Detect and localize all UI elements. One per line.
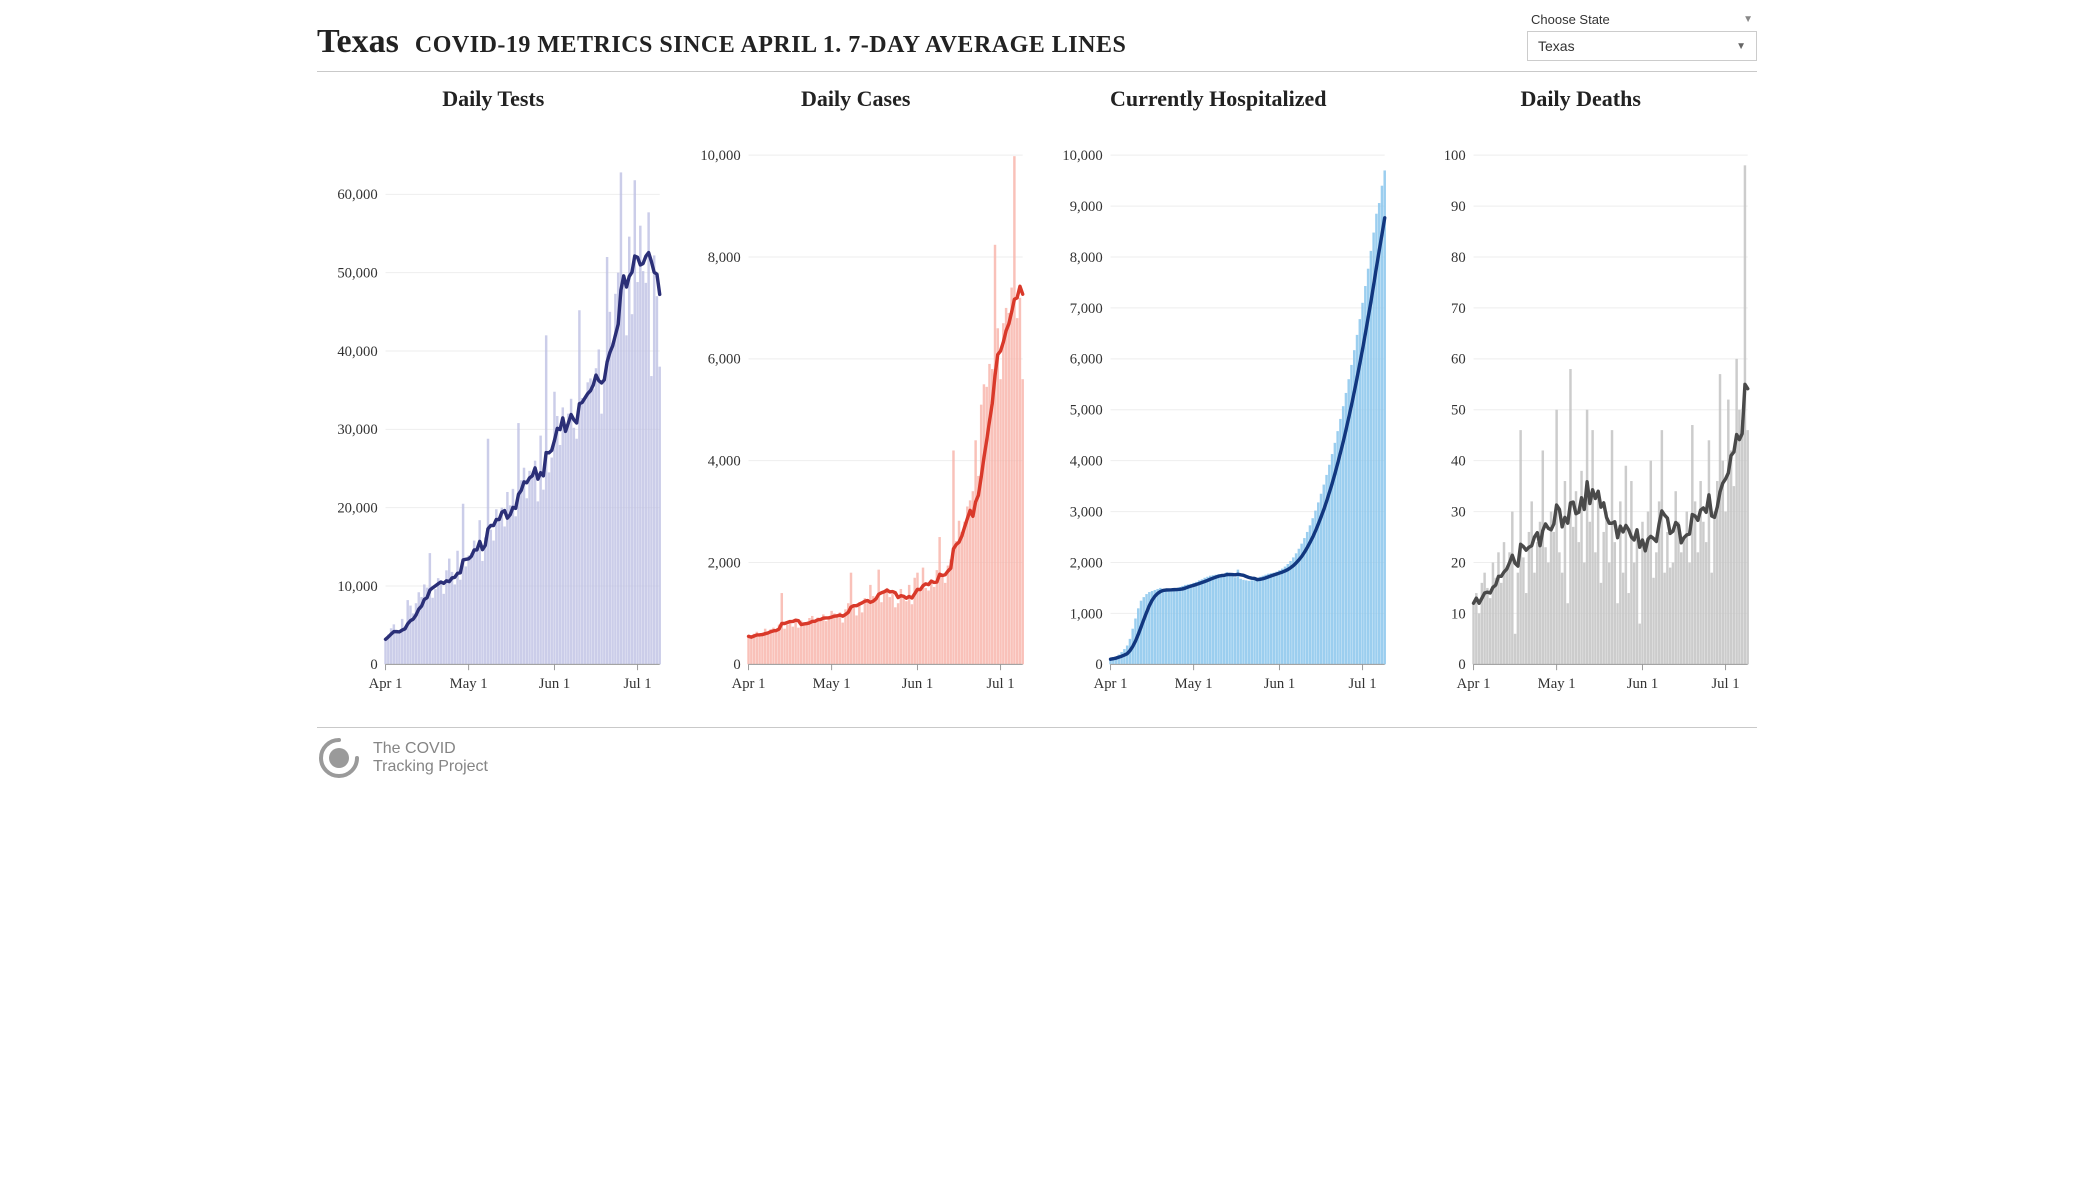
- chevron-down-icon: ▼: [1736, 41, 1746, 52]
- svg-text:8,000: 8,000: [1070, 250, 1103, 266]
- svg-text:7,000: 7,000: [1070, 301, 1103, 317]
- chevron-down-icon: ▼: [1743, 14, 1753, 25]
- svg-text:May 1: May 1: [450, 676, 488, 692]
- chart-title-deaths: Daily Deaths: [1405, 86, 1758, 112]
- state-selector-label-row: Choose State ▼: [1527, 10, 1757, 29]
- chart-svg-hospitalized: 0 1,000 2,000 3,000 4,000 5,000 6,000 7,000 8,00…: [1042, 116, 1395, 723]
- svg-text:20,000: 20,000: [337, 501, 377, 517]
- svg-text:Jun 1: Jun 1: [1264, 676, 1295, 692]
- svg-text:Jul 1: Jul 1: [986, 676, 1014, 692]
- svg-text:Apr 1: Apr 1: [369, 676, 403, 692]
- chart-svg-tests: 0 10,000 20,000 30,000 40,000 50,000 60,000 Apr…: [317, 116, 670, 723]
- chart-title-hospitalized: Currently Hospitalized: [1042, 86, 1395, 112]
- chart-svg-deaths: 0 10 20 30 40 50 60 70 80 90 100 Apr 1 May 1 Jun 1 Jul…: [1405, 116, 1758, 723]
- chart-title-tests: Daily Tests: [317, 86, 670, 112]
- svg-text:8,000: 8,000: [707, 250, 740, 266]
- svg-text:3,000: 3,000: [1070, 504, 1103, 520]
- charts-row: Daily Tests 0 10,000 20,000 30,000 40,000 50,0…: [317, 78, 1757, 723]
- state-selector-input[interactable]: Texas ▼: [1527, 31, 1757, 61]
- svg-text:4,000: 4,000: [1070, 454, 1103, 470]
- footer-line-1: The COVID: [373, 740, 488, 758]
- bottom-rule: [317, 727, 1757, 728]
- top-rule: [317, 71, 1757, 72]
- svg-text:30: 30: [1451, 504, 1466, 520]
- svg-text:Jun 1: Jun 1: [901, 676, 932, 692]
- footer: The COVID Tracking Project: [317, 736, 1757, 780]
- svg-text:6,000: 6,000: [707, 352, 740, 368]
- state-selector-value: Texas: [1538, 38, 1575, 54]
- chart-panel-hospitalized: Currently Hospitalized 0 1,000 2,000 3,000 4,…: [1042, 78, 1395, 723]
- svg-text:Apr 1: Apr 1: [1456, 676, 1490, 692]
- svg-text:Jul 1: Jul 1: [1348, 676, 1376, 692]
- footer-line-2: Tracking Project: [373, 758, 488, 776]
- svg-text:50,000: 50,000: [337, 266, 377, 282]
- svg-text:90: 90: [1451, 199, 1466, 215]
- state-selector-label: Choose State: [1531, 12, 1610, 27]
- svg-text:Apr 1: Apr 1: [731, 676, 765, 692]
- state-selector: Choose State ▼ Texas ▼: [1527, 10, 1757, 61]
- title-block: Texas COVID-19 METRICS SINCE APRIL 1. 7-…: [317, 23, 1126, 61]
- chart-wrap-deaths: 0 10 20 30 40 50 60 70 80 90 100 Apr 1 May 1 Jun 1 Jul…: [1405, 116, 1758, 723]
- svg-text:10: 10: [1451, 606, 1466, 622]
- svg-text:9,000: 9,000: [1070, 199, 1103, 215]
- page-root: Texas COVID-19 METRICS SINCE APRIL 1. 7-…: [307, 0, 1767, 800]
- svg-text:2,000: 2,000: [707, 555, 740, 571]
- footer-text: The COVID Tracking Project: [373, 740, 488, 777]
- svg-text:2,000: 2,000: [1070, 555, 1103, 571]
- svg-text:60,000: 60,000: [337, 187, 377, 203]
- svg-text:Jul 1: Jul 1: [1711, 676, 1739, 692]
- svg-text:70: 70: [1451, 301, 1466, 317]
- svg-text:60: 60: [1451, 352, 1466, 368]
- svg-text:10,000: 10,000: [1062, 148, 1102, 164]
- svg-text:4,000: 4,000: [707, 454, 740, 470]
- svg-text:50: 50: [1451, 403, 1466, 419]
- svg-text:May 1: May 1: [812, 676, 850, 692]
- chart-wrap-hospitalized: 0 1,000 2,000 3,000 4,000 5,000 6,000 7,000 8,00…: [1042, 116, 1395, 723]
- svg-text:0: 0: [1458, 657, 1465, 673]
- svg-text:30,000: 30,000: [337, 422, 377, 438]
- svg-text:40: 40: [1451, 454, 1466, 470]
- svg-text:40,000: 40,000: [337, 344, 377, 360]
- chart-title-cases: Daily Cases: [680, 86, 1033, 112]
- svg-text:Jun 1: Jun 1: [1626, 676, 1657, 692]
- svg-text:May 1: May 1: [1537, 676, 1575, 692]
- svg-text:Apr 1: Apr 1: [1094, 676, 1128, 692]
- chart-panel-deaths: Daily Deaths 0 10 20 30 40 50 60 70 80 90 100 Apr 1 M…: [1405, 78, 1758, 723]
- chart-panel-tests: Daily Tests 0 10,000 20,000 30,000 40,000 50,0…: [317, 78, 670, 723]
- chart-panel-cases: Daily Cases 0 2,000 4,000 6,000 8,000 10,000 Ap…: [680, 78, 1033, 723]
- svg-text:0: 0: [733, 657, 740, 673]
- svg-text:0: 0: [1095, 657, 1102, 673]
- svg-text:80: 80: [1451, 250, 1466, 266]
- header-row: Texas COVID-19 METRICS SINCE APRIL 1. 7-…: [317, 10, 1757, 67]
- svg-text:Jun 1: Jun 1: [539, 676, 570, 692]
- svg-text:10,000: 10,000: [337, 579, 377, 595]
- chart-wrap-tests: 0 10,000 20,000 30,000 40,000 50,000 60,000 Apr…: [317, 116, 670, 723]
- svg-text:100: 100: [1443, 148, 1465, 164]
- state-name: Texas: [317, 23, 399, 61]
- page-subtitle: COVID-19 METRICS SINCE APRIL 1. 7-DAY AV…: [415, 32, 1126, 59]
- svg-text:0: 0: [370, 657, 377, 673]
- chart-wrap-cases: 0 2,000 4,000 6,000 8,000 10,000 Apr 1 May 1 Jun…: [680, 116, 1033, 723]
- ctp-logo-icon: [317, 736, 361, 780]
- svg-text:10,000: 10,000: [700, 148, 740, 164]
- svg-text:5,000: 5,000: [1070, 403, 1103, 419]
- svg-text:Jul 1: Jul 1: [623, 676, 651, 692]
- svg-text:6,000: 6,000: [1070, 352, 1103, 368]
- svg-text:May 1: May 1: [1175, 676, 1213, 692]
- svg-text:20: 20: [1451, 555, 1466, 571]
- chart-svg-cases: 0 2,000 4,000 6,000 8,000 10,000 Apr 1 May 1 Jun…: [680, 116, 1033, 723]
- svg-text:1,000: 1,000: [1070, 606, 1103, 622]
